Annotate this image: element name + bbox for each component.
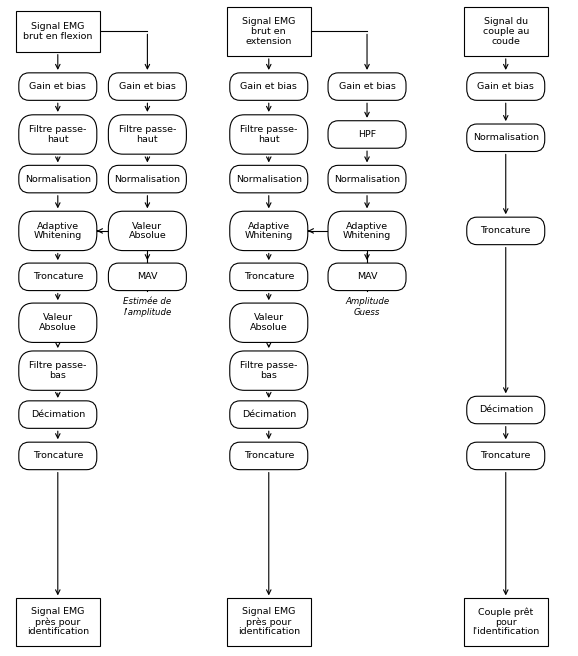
FancyBboxPatch shape [230, 115, 307, 154]
FancyBboxPatch shape [230, 165, 307, 193]
FancyBboxPatch shape [328, 73, 406, 100]
FancyBboxPatch shape [230, 442, 307, 470]
Text: Valeur
Absolue: Valeur Absolue [39, 314, 77, 332]
FancyBboxPatch shape [19, 165, 97, 193]
FancyBboxPatch shape [19, 401, 97, 428]
FancyBboxPatch shape [227, 598, 311, 646]
FancyBboxPatch shape [230, 401, 307, 428]
Text: Couple prêt
pour
l'identification: Couple prêt pour l'identification [472, 607, 539, 636]
Text: Normalisation: Normalisation [473, 133, 539, 142]
Text: Normalisation: Normalisation [236, 174, 302, 184]
Text: Adaptive
Whitening: Adaptive Whitening [244, 222, 293, 240]
FancyBboxPatch shape [464, 7, 548, 56]
Text: Gain et bias: Gain et bias [240, 82, 297, 91]
FancyBboxPatch shape [230, 351, 307, 390]
Text: Filtre passe-
haut: Filtre passe- haut [118, 125, 176, 144]
FancyBboxPatch shape [109, 115, 186, 154]
Text: Signal du
couple au
coude: Signal du couple au coude [483, 17, 529, 46]
FancyBboxPatch shape [467, 73, 544, 100]
FancyBboxPatch shape [464, 598, 548, 646]
Text: Filtre passe-
bas: Filtre passe- bas [240, 361, 298, 380]
Text: Signal EMG
brut en flexion: Signal EMG brut en flexion [23, 22, 92, 41]
Text: Estimée de
l'amplitude: Estimée de l'amplitude [123, 297, 172, 317]
Text: Signal EMG
près pour
identification: Signal EMG près pour identification [238, 607, 300, 636]
FancyBboxPatch shape [467, 396, 544, 424]
Text: Gain et bias: Gain et bias [119, 82, 176, 91]
Text: Gain et bias: Gain et bias [339, 82, 395, 91]
FancyBboxPatch shape [18, 115, 97, 154]
FancyBboxPatch shape [16, 598, 100, 646]
Text: Normalisation: Normalisation [25, 174, 91, 184]
FancyBboxPatch shape [19, 442, 97, 470]
FancyBboxPatch shape [18, 303, 97, 342]
Text: Valeur
Absolue: Valeur Absolue [250, 314, 288, 332]
FancyBboxPatch shape [328, 121, 406, 148]
Text: Décimation: Décimation [479, 405, 533, 415]
FancyBboxPatch shape [109, 73, 186, 100]
Text: Adaptive
Whitening: Adaptive Whitening [343, 222, 391, 240]
FancyBboxPatch shape [19, 263, 97, 291]
Text: Signal EMG
brut en
extension: Signal EMG brut en extension [242, 17, 295, 46]
Text: Signal EMG
près pour
identification: Signal EMG près pour identification [27, 607, 89, 636]
FancyBboxPatch shape [109, 165, 186, 193]
Text: Troncature: Troncature [480, 226, 531, 236]
Text: Filtre passe-
bas: Filtre passe- bas [29, 361, 87, 380]
Text: Normalisation: Normalisation [334, 174, 400, 184]
Text: Troncature: Troncature [243, 451, 294, 461]
FancyBboxPatch shape [467, 442, 544, 470]
Text: MAV: MAV [357, 272, 377, 281]
Text: Normalisation: Normalisation [114, 174, 180, 184]
FancyBboxPatch shape [467, 217, 544, 245]
Text: Décimation: Décimation [31, 410, 85, 419]
Text: Filtre passe-
haut: Filtre passe- haut [29, 125, 87, 144]
Text: Filtre passe-
haut: Filtre passe- haut [240, 125, 298, 144]
FancyBboxPatch shape [328, 211, 406, 251]
FancyBboxPatch shape [109, 211, 186, 251]
Text: Troncature: Troncature [32, 272, 83, 281]
FancyBboxPatch shape [109, 263, 186, 291]
FancyBboxPatch shape [16, 11, 100, 52]
Text: Troncature: Troncature [32, 451, 83, 461]
FancyBboxPatch shape [19, 73, 97, 100]
FancyBboxPatch shape [230, 211, 307, 251]
Text: Troncature: Troncature [243, 272, 294, 281]
FancyBboxPatch shape [230, 73, 307, 100]
FancyBboxPatch shape [18, 351, 97, 390]
FancyBboxPatch shape [230, 303, 307, 342]
Text: Troncature: Troncature [480, 451, 531, 461]
FancyBboxPatch shape [230, 263, 307, 291]
FancyBboxPatch shape [467, 124, 544, 152]
Text: Gain et bias: Gain et bias [29, 82, 86, 91]
Text: HPF: HPF [358, 130, 376, 139]
Text: Gain et bias: Gain et bias [477, 82, 534, 91]
FancyBboxPatch shape [227, 7, 311, 56]
Text: Décimation: Décimation [242, 410, 296, 419]
Text: Valeur
Absolue: Valeur Absolue [128, 222, 166, 240]
Text: Adaptive
Whitening: Adaptive Whitening [34, 222, 82, 240]
FancyBboxPatch shape [18, 211, 97, 251]
FancyBboxPatch shape [328, 165, 406, 193]
Text: Amplitude
Guess: Amplitude Guess [345, 297, 389, 317]
FancyBboxPatch shape [328, 263, 406, 291]
Text: MAV: MAV [137, 272, 158, 281]
